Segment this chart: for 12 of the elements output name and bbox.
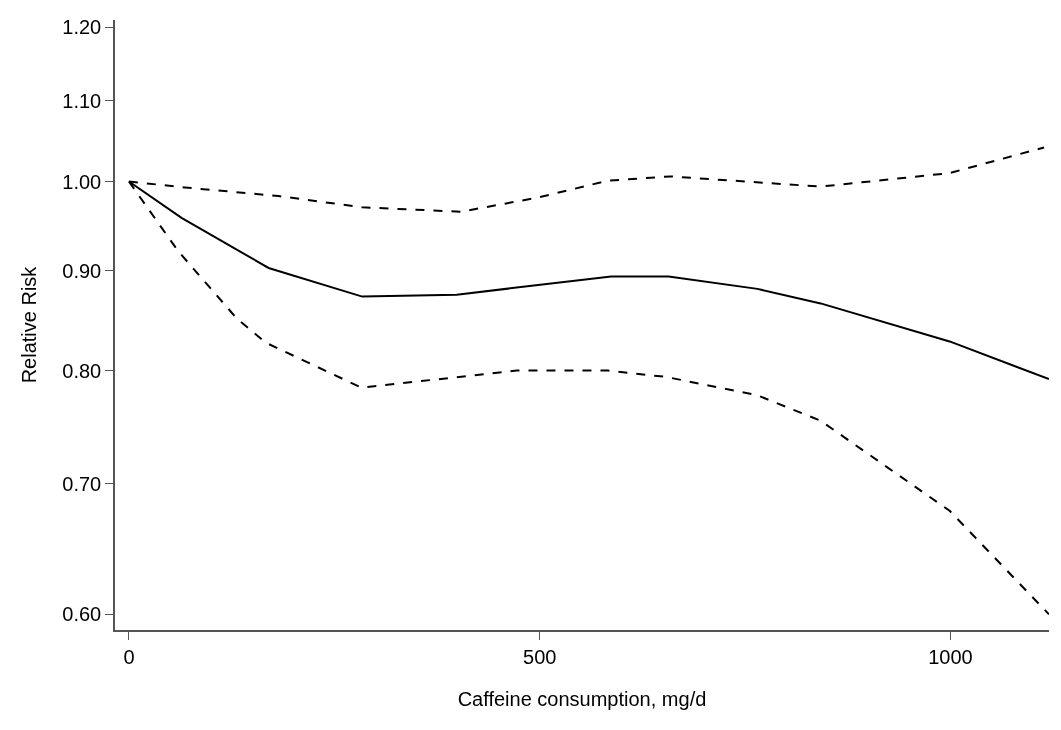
y-axis-title: Relative Risk xyxy=(18,265,41,384)
y-tick-label: 1.00 xyxy=(62,170,102,193)
x-tick-label: 1000 xyxy=(928,645,973,668)
y-tick-label: 1.20 xyxy=(62,16,102,39)
y-tick-label: 1.10 xyxy=(62,89,102,112)
y-tick-label: 0.90 xyxy=(62,259,102,282)
x-axis-title: Caffeine consumption, mg/d xyxy=(457,687,707,710)
y-tick-label: 0.80 xyxy=(62,359,102,382)
y-tick-label: 0.70 xyxy=(62,472,102,495)
y-tick-label: 0.60 xyxy=(62,603,102,626)
x-tick-label: 0 xyxy=(123,645,135,668)
x-tick-label: 500 xyxy=(523,645,557,668)
